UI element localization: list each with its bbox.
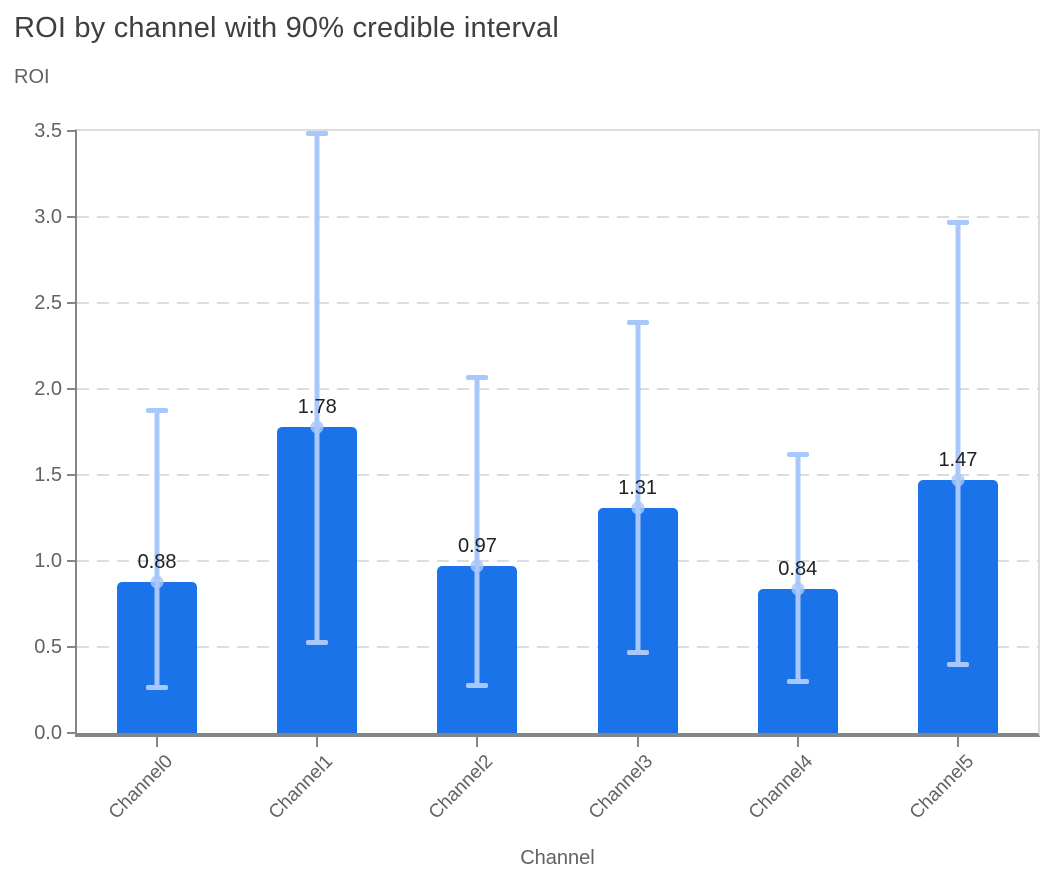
gridline: [77, 560, 1038, 562]
x-axis-category-label-text: Channel1: [264, 751, 338, 824]
x-axis-title: Channel: [520, 847, 595, 869]
x-axis-category-label-text: Channel2: [424, 751, 498, 824]
bar-value-label: 1.78: [297, 395, 337, 418]
bar-value-label: 1.31: [618, 476, 658, 499]
y-axis-tick: [67, 560, 77, 562]
bar-value-label: 0.97: [457, 535, 497, 558]
x-axis-tick: [636, 737, 639, 747]
mean-marker: [631, 501, 645, 515]
y-axis-tick-label: 2.5: [34, 292, 62, 314]
x-axis-tick: [316, 737, 319, 747]
bar-value-label: 1.47: [938, 449, 978, 472]
y-axis-tick: [67, 216, 77, 218]
y-axis-tick-label: 3.5: [34, 120, 62, 142]
bar-value-label: 0.84: [778, 557, 818, 580]
y-axis-tick: [67, 130, 77, 132]
x-axis-category-label-text: Channel4: [745, 751, 818, 824]
x-axis-category-label-text: Channel0: [104, 751, 177, 824]
error-bar-cap-top: [466, 374, 489, 380]
error-bar-cap-top: [946, 220, 969, 226]
mean-marker: [791, 582, 805, 596]
error-bar-cap-bottom: [946, 662, 969, 668]
gridline: [77, 474, 1038, 476]
x-axis-category-label-text: Channel5: [905, 751, 978, 824]
y-axis-tick: [67, 646, 77, 648]
error-bar-cap-top: [146, 407, 169, 413]
y-axis-tick-label: 3.0: [34, 206, 62, 228]
error-bar-line: [795, 454, 801, 682]
error-bar-line: [474, 376, 480, 685]
error-bar-line: [314, 132, 320, 642]
mean-marker: [150, 575, 164, 589]
y-axis-tick: [67, 732, 77, 734]
y-axis-tick-label: 1.0: [34, 550, 62, 572]
y-axis-tick-label: 1.5: [34, 464, 62, 486]
gridline: [77, 388, 1038, 390]
error-bar-cap-bottom: [146, 684, 169, 690]
x-axis-tick: [796, 737, 799, 747]
gridline: [77, 646, 1038, 648]
error-bar-line: [154, 409, 160, 687]
x-axis-tick: [156, 737, 159, 747]
y-axis-tick: [67, 474, 77, 476]
error-bar-cap-bottom: [466, 682, 489, 688]
y-axis-tick-label: 0.5: [34, 636, 62, 658]
error-bar-cap-top: [306, 130, 329, 136]
chart-title: ROI by channel with 90% credible interva…: [14, 12, 559, 44]
y-axis-tick-label: 0.0: [34, 722, 62, 744]
gridline: [77, 302, 1038, 304]
plot-area: [75, 129, 1040, 737]
bar-value-label: 0.88: [137, 550, 177, 573]
mean-marker: [951, 473, 965, 487]
error-bar-line: [635, 321, 641, 653]
gridline: [77, 216, 1038, 218]
y-axis-title: ROI: [14, 66, 50, 88]
error-bar-cap-bottom: [626, 650, 649, 656]
error-bar-cap-top: [786, 452, 809, 458]
error-bar-cap-bottom: [786, 679, 809, 685]
mean-marker: [470, 559, 484, 573]
x-axis-tick: [476, 737, 479, 747]
x-axis-category-label-text: Channel3: [585, 751, 658, 824]
mean-marker: [310, 420, 324, 434]
y-axis-tick-label: 2.0: [34, 378, 62, 400]
error-bar-line: [955, 222, 961, 665]
error-bar-cap-bottom: [306, 639, 329, 645]
y-axis-tick: [67, 388, 77, 390]
x-axis-tick: [956, 737, 959, 747]
y-axis-tick: [67, 302, 77, 304]
error-bar-cap-top: [626, 319, 649, 325]
